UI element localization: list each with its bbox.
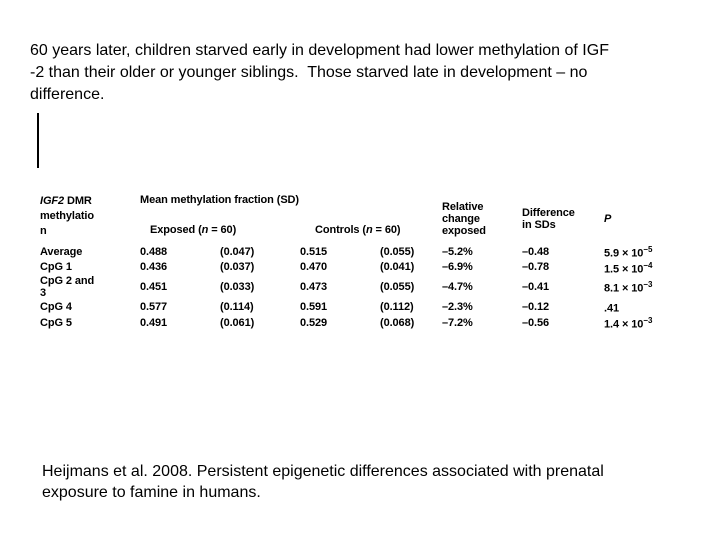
relative-change-cell: –7.2% [442,316,473,329]
exposed-sd-cell: (0.061) [220,316,255,329]
controls-sd-cell: (0.068) [380,316,415,329]
relative-change-cell: –6.9% [442,261,473,274]
difference-in-sds-header: Difference in SDs [522,207,575,231]
controls-sd-cell: (0.112) [380,301,414,314]
table-header-row-1: IGF2 DMR methylatio n Mean methylation f… [40,194,686,237]
table-row-cpg1: CpG 1 0.436 (0.037) 0.470 (0.041) –6.9% … [40,260,686,276]
exposed-subheader: Exposed (n = 60) [150,224,237,236]
slide-title: 60 years later, children starved early i… [30,40,609,106]
controls-sd-cell: (0.041) [380,261,415,274]
difference-in-sds-cell: –0.56 [522,316,550,329]
row-label-cell: CpG 1 [40,261,72,274]
difference-in-sds-cell: –0.48 [522,245,550,258]
citation-line: Heijmans et al. 2008. Persistent epigene… [42,463,604,480]
p-value-cell: 5.9 × 10−5 [604,245,653,260]
p-value-cell: .41 [604,302,619,315]
row-label-cell: CpG 2 and 3 [40,275,95,300]
exposed-sd-cell: (0.033) [220,281,255,294]
row-label-cell: CpG 4 [40,301,72,314]
relative-change-cell: –2.3% [442,301,473,314]
methylation-table: IGF2 DMR methylatio n Mean methylation f… [40,194,686,331]
controls-mean-cell: 0.515 [300,245,328,258]
title-line: 60 years later, children starved early i… [30,42,609,59]
exposed-mean-cell: 0.436 [140,261,168,274]
exposed-mean-cell: 0.577 [140,301,168,314]
citation-line: exposure to famine in humans. [42,484,261,501]
table-row-cpg5: CpG 5 0.491 (0.061) 0.529 (0.068) –7.2% … [40,315,686,331]
difference-in-sds-cell: –0.78 [522,261,550,274]
row-label-cell: Average [40,245,83,258]
p-value-cell: 1.5 × 10−4 [604,260,653,276]
difference-in-sds-cell: –0.12 [522,301,550,314]
title-line: -2 than their older or younger siblings.… [30,64,588,81]
row-label-header-line: IGF2 DMR [40,195,92,207]
controls-subheader: Controls (n = 60) [315,224,401,236]
p-value-cell: 1.4 × 10−3 [604,315,653,331]
row-label-header: IGF2 DMR methylatio n [40,194,140,244]
exposed-mean-cell: 0.491 [140,316,168,329]
relative-change-header: Relative change exposed [442,201,486,237]
exposed-sd-cell: (0.037) [220,261,255,274]
difference-in-sds-cell: –0.41 [522,281,550,294]
table-row-average: Average 0.488 (0.047) 0.515 (0.055) –5.2… [40,244,686,260]
relative-change-cell: –4.7% [442,281,473,294]
mean-methylation-header: Mean methylation fraction (SD) [140,194,299,206]
table-header-row-2: Exposed (n = 60) Controls (n = 60) [40,216,686,244]
row-label-header-line: methylatio [40,210,95,222]
row-label-header-line: n [40,225,47,237]
row-label-cell: CpG 5 [40,316,72,329]
p-value-cell: 8.1 × 10−3 [604,280,653,296]
controls-mean-cell: 0.470 [300,261,328,274]
exposed-sd-cell: (0.114) [220,301,254,314]
table-row-cpg2and3: CpG 2 and 3 0.451 (0.033) 0.473 (0.055) … [40,275,686,299]
relative-change-cell: –5.2% [442,245,473,258]
exposed-mean-cell: 0.488 [140,245,168,258]
p-value-header: P [604,213,612,225]
exposed-mean-cell: 0.451 [140,281,168,294]
stray-vertical-line [37,113,39,168]
controls-mean-cell: 0.473 [300,281,328,294]
citation: Heijmans et al. 2008. Persistent epigene… [42,461,604,503]
table-row-cpg4: CpG 4 0.577 (0.114) 0.591 (0.112) –2.3% … [40,299,686,315]
exposed-sd-cell: (0.047) [220,245,255,258]
controls-sd-cell: (0.055) [380,245,415,258]
controls-mean-cell: 0.529 [300,316,328,329]
controls-mean-cell: 0.591 [300,301,328,314]
controls-sd-cell: (0.055) [380,281,415,294]
title-line: difference. [30,86,105,103]
